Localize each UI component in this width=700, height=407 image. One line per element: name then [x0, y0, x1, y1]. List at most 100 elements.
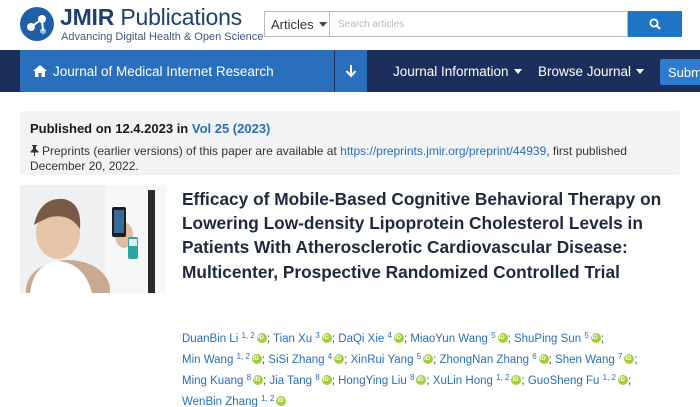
main-nav: Journal of Medical Internet Research Jou… — [0, 50, 700, 92]
author-link[interactable]: Jia Tang 8 — [269, 373, 332, 387]
author-affiliation: 5 — [584, 331, 589, 340]
search-icon — [649, 18, 661, 30]
author-link[interactable]: XinRui Yang 5 — [350, 352, 434, 366]
author-link[interactable]: ZhongNan Zhang 6 — [439, 352, 549, 366]
author-name: XuLin Hong — [432, 375, 493, 387]
orcid-icon[interactable] — [423, 354, 434, 364]
author-link[interactable]: WenBin Zhang 1, 2 — [182, 394, 287, 407]
nav-dropdown-button[interactable] — [335, 50, 367, 92]
published-prefix: Published on — [30, 121, 116, 136]
author-affiliation: 6 — [532, 352, 537, 361]
orcid-icon[interactable] — [393, 333, 404, 343]
author-affiliation: 5 — [416, 352, 422, 361]
preprint-link[interactable]: https://preprints.jmir.org/preprint/4493… — [340, 144, 547, 158]
author-name: Jia Tang — [269, 375, 313, 387]
volume-link[interactable]: Vol 25 (2023) — [191, 121, 271, 136]
nav-journal-label: Journal of Medical Internet Research — [53, 63, 274, 79]
nav-journal-home[interactable]: Journal of Medical Internet Research — [20, 50, 334, 92]
author-affiliation: 8 — [246, 373, 252, 382]
author-name: XinRui Yang — [350, 354, 414, 366]
article-thumbnail[interactable] — [20, 185, 166, 293]
preprint-line: Preprints (earlier versions) of this pap… — [30, 144, 670, 173]
orcid-icon[interactable] — [497, 333, 508, 343]
orcid-icon[interactable] — [251, 354, 262, 364]
author-link[interactable]: DuanBin Li 1, 2 — [182, 331, 267, 345]
author-name: WenBin Zhang — [182, 396, 258, 407]
brand-bold: JMIR — [60, 4, 115, 30]
search-button[interactable] — [628, 11, 682, 37]
search-bar: Articles Search articles — [264, 11, 682, 37]
author-affiliation: 7 — [617, 352, 623, 361]
nav-browse-journal[interactable]: Browse Journal — [538, 50, 645, 92]
author-link[interactable]: Ming Kuang 8 — [182, 373, 264, 387]
orcid-icon[interactable] — [253, 375, 264, 385]
nav-journal-information-label: Journal Information — [393, 63, 509, 79]
author-name: DuanBin Li — [182, 333, 239, 345]
author-link[interactable]: GuoSheng Fu 1, 2 — [527, 373, 628, 387]
author-affiliation: 1, 2 — [236, 352, 250, 361]
published-line: Published on 12.4.2023 in Vol 25 (2023) — [30, 121, 270, 136]
orcid-icon[interactable] — [624, 354, 635, 364]
home-icon — [33, 65, 47, 77]
submit-button[interactable]: Submit — [660, 59, 700, 85]
search-scope-label: Articles — [271, 16, 314, 32]
brand-tagline: Advancing Digital Health & Open Science — [61, 31, 264, 43]
author-link[interactable]: SiSi Zhang 4 — [268, 352, 345, 366]
published-in: in — [173, 121, 192, 136]
author-affiliation: 1, 2 — [261, 394, 275, 403]
author-name: ShuPing Sun — [513, 333, 582, 345]
author-list: DuanBin Li 1, 2; Tian Xu 3; DaQi Xie 4; … — [182, 327, 682, 407]
author-name: Min Wang — [182, 354, 234, 366]
author-link[interactable]: DaQi Xie 4 — [338, 331, 404, 345]
arrow-down-icon — [345, 65, 357, 78]
article-title: Efficacy of Mobile-Based Cognitive Behav… — [182, 189, 662, 282]
chevron-down-icon — [513, 68, 522, 74]
author-name: Tian Xu — [273, 333, 313, 345]
author-link[interactable]: MiaoYun Wang 5 — [410, 331, 508, 345]
author-link[interactable]: ShuPing Sun 5 — [513, 331, 601, 345]
jmir-logo-icon[interactable] — [20, 7, 54, 41]
orcid-icon[interactable] — [256, 333, 267, 343]
author-link[interactable]: Shen Wang 7 — [555, 352, 635, 366]
published-date: 12.4.2023 — [115, 121, 174, 136]
orcid-icon[interactable] — [511, 375, 522, 385]
orcid-icon[interactable] — [590, 333, 601, 343]
author-name: Shen Wang — [555, 354, 615, 366]
orcid-icon[interactable] — [538, 354, 549, 364]
author-affiliation: 4 — [387, 331, 392, 340]
author-name: MiaoYun Wang — [410, 333, 488, 345]
orcid-icon[interactable] — [617, 375, 628, 385]
preprint-suffix: , first published December 20, 2022. — [30, 144, 627, 173]
search-input[interactable]: Search articles — [330, 11, 628, 37]
author-affiliation: 4 — [327, 352, 333, 361]
orcid-icon[interactable] — [416, 375, 427, 385]
author-name: GuoSheng Fu — [527, 375, 600, 387]
brand-rest: Publications — [114, 4, 242, 30]
author-link[interactable]: Min Wang 1, 2 — [182, 352, 262, 366]
author-affiliation: 8 — [409, 373, 415, 382]
author-affiliation: 8 — [315, 373, 320, 382]
chevron-down-icon — [636, 68, 645, 74]
orcid-icon[interactable] — [321, 375, 332, 385]
preprint-prefix: Preprints (earlier versions) of this pap… — [42, 144, 341, 158]
author-name: DaQi Xie — [338, 333, 385, 345]
author-affiliation: 3 — [315, 331, 320, 340]
brand-name[interactable]: JMIR Publications — [60, 4, 242, 31]
orcid-icon[interactable] — [334, 354, 345, 364]
author-link[interactable]: Tian Xu 3 — [273, 331, 332, 345]
author-link[interactable]: HongYing Liu 8 — [338, 373, 427, 387]
search-scope-select[interactable]: Articles — [264, 11, 330, 37]
nav-journal-information[interactable]: Journal Information — [393, 50, 522, 92]
author-affiliation: 1, 2 — [241, 331, 255, 340]
author-affiliation: 1, 2 — [496, 373, 510, 382]
author-link[interactable]: XuLin Hong 1, 2 — [432, 373, 522, 387]
nav-browse-journal-label: Browse Journal — [538, 63, 632, 79]
publication-info-box: Published on 12.4.2023 in Vol 25 (2023) … — [20, 111, 680, 175]
chevron-down-icon — [318, 21, 327, 27]
orcid-icon[interactable] — [276, 396, 287, 406]
author-name: ZhongNan Zhang — [439, 354, 530, 366]
orcid-icon[interactable] — [321, 333, 332, 343]
author-affiliation: 5 — [491, 331, 496, 340]
pin-icon — [30, 145, 39, 156]
author-affiliation: 1, 2 — [602, 373, 616, 382]
